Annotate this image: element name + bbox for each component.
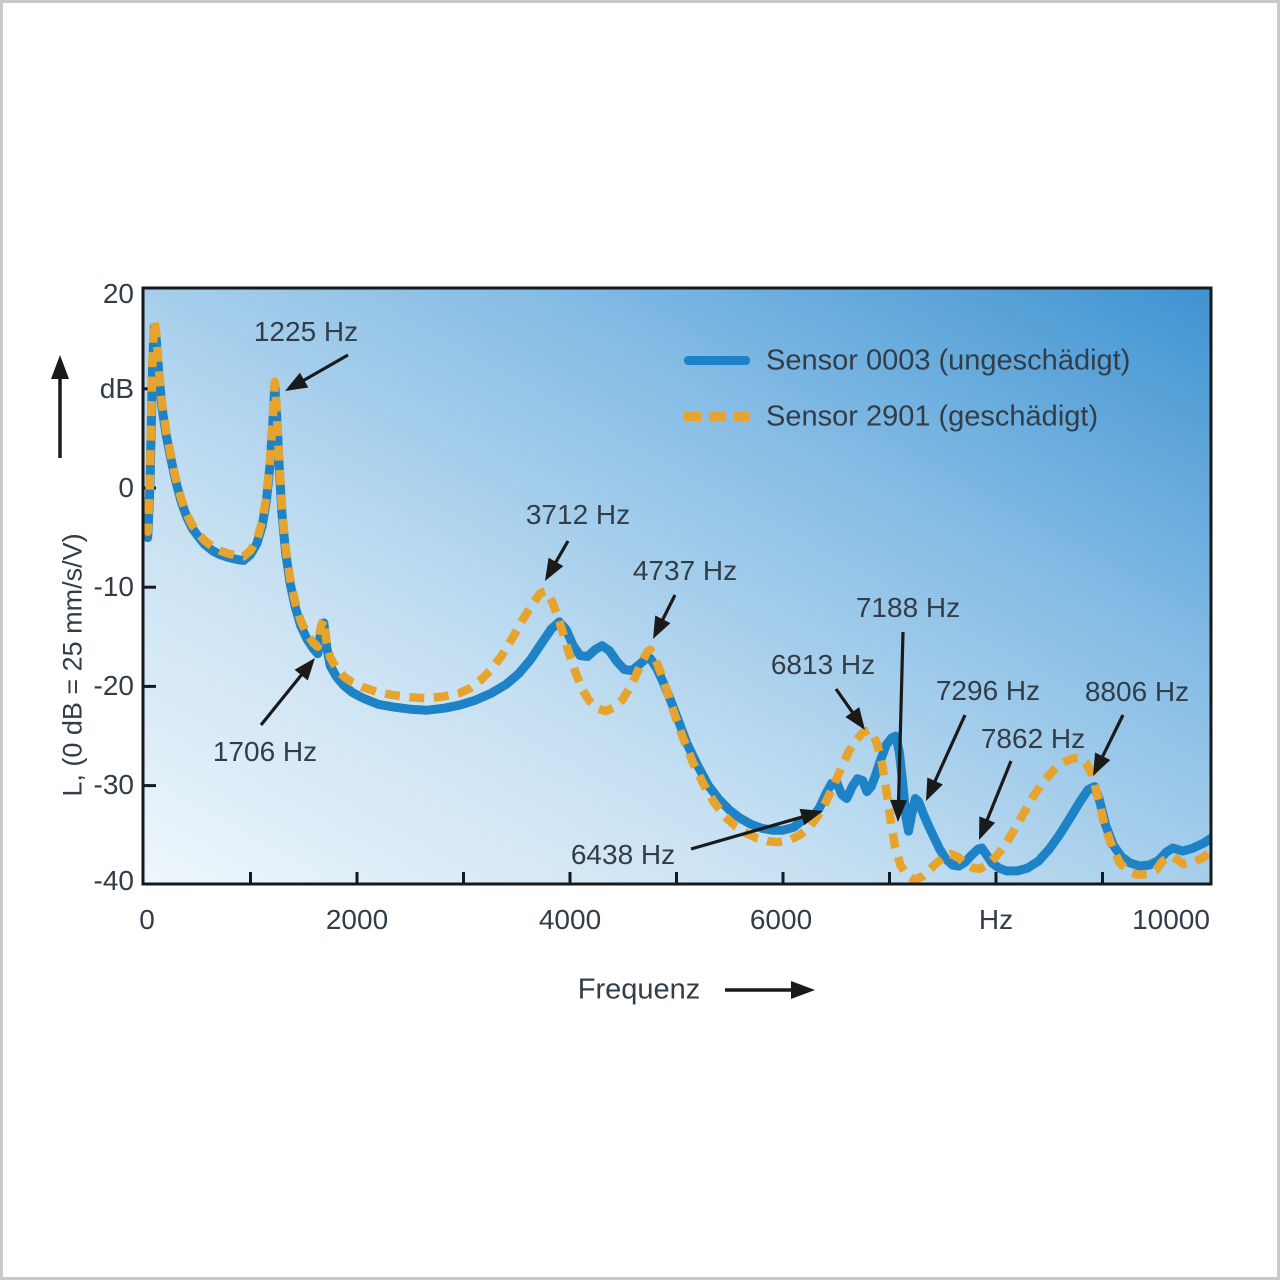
legend-label-sensor-2901: Sensor 2901 (geschädigt) xyxy=(766,400,1099,433)
annotation-arrow-7188-hz-line xyxy=(896,631,905,803)
x-unit-hz: Hz xyxy=(978,904,1014,935)
chart-svg xyxy=(51,286,1213,999)
y-tick-n30: -30 xyxy=(93,769,134,800)
x-tick-0: 0 xyxy=(139,904,155,935)
annotation-arrow-1706-hz-line xyxy=(259,672,304,727)
y-tick-n20: -20 xyxy=(93,670,134,701)
x-axis-arrow-head xyxy=(791,981,815,999)
annotation-6813hz: 6813 Hz xyxy=(770,649,876,680)
x-tick-4000: 4000 xyxy=(538,904,602,935)
annotation-arrow-6438-hz-line xyxy=(690,814,805,851)
annotation-arrow-1225-hz-line xyxy=(301,353,349,383)
x-tick-6000: 6000 xyxy=(749,904,813,935)
plot-frame xyxy=(141,286,1213,886)
annotation-arrow-3712-hz-head xyxy=(545,557,564,581)
annotation-arrow-7296-hz-head xyxy=(926,777,943,801)
y-unit-db: dB xyxy=(99,373,134,404)
legend-line-solid xyxy=(684,356,750,365)
annotation-arrow-7296-hz-line xyxy=(932,714,967,784)
annotation-arrow-4737-hz-line xyxy=(660,594,677,622)
annotation-arrow-1706-hz-head xyxy=(294,658,315,681)
annotation-1225hz: 1225 Hz xyxy=(253,316,359,347)
legend-label-sensor-0003: Sensor 0003 (ungeschädigt) xyxy=(766,344,1131,377)
legend-line-dashed xyxy=(684,412,750,421)
annotation-arrow-7188-hz-head xyxy=(890,799,908,822)
annotation-arrow-7862-hz-head xyxy=(979,816,996,840)
annotation-arrow-3712-hz-line xyxy=(553,540,570,565)
annotation-arrow-8806-hz-line xyxy=(1100,714,1125,759)
y-tick-n40: -40 xyxy=(93,865,134,896)
y-tick-20: 20 xyxy=(102,278,134,309)
plot-background xyxy=(143,288,1211,884)
annotation-7296hz: 7296 Hz xyxy=(935,675,1041,706)
annotation-1706hz: 1706 Hz xyxy=(212,736,318,767)
annotation-arrow-6813-hz-head xyxy=(845,707,865,730)
annotation-3712hz: 3712 Hz xyxy=(525,499,631,530)
x-axis-title: Frequenz xyxy=(577,973,701,1006)
annotation-7862hz: 7862 Hz xyxy=(980,723,1086,754)
annotation-8806hz: 8806 Hz xyxy=(1084,676,1190,707)
series-group xyxy=(144,316,1210,883)
y-tick-n10: -10 xyxy=(93,571,134,602)
annotation-arrow-8806-hz-head xyxy=(1093,752,1111,776)
annotation-4737hz: 4737 Hz xyxy=(632,555,738,586)
annotation-arrow-7862-hz-line xyxy=(985,760,1013,823)
x-tick-2000: 2000 xyxy=(325,904,389,935)
x-tick-10000: 10000 xyxy=(1132,904,1210,935)
annotation-arrow-6438-hz-head xyxy=(799,808,823,826)
annotation-6438hz: 6438 Hz xyxy=(570,839,676,870)
y-tick-0: 0 xyxy=(118,472,134,503)
annotation-arrow-6813-hz-line xyxy=(834,688,855,715)
y-axis-arrow-head xyxy=(51,355,69,379)
y-axis-title: L, (0 dB = 25 mm/s/V) xyxy=(57,533,88,797)
annotation-arrow-4737-hz-head xyxy=(653,615,671,639)
annotation-7188hz: 7188 Hz xyxy=(855,592,961,623)
annotation-arrow-1225-hz-head xyxy=(285,372,309,391)
